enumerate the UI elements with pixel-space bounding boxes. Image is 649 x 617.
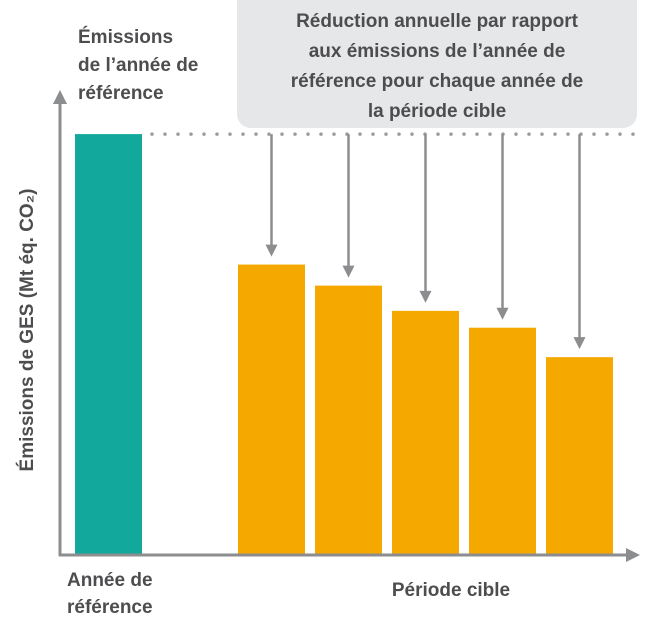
bar xyxy=(469,327,536,555)
bar xyxy=(75,134,142,555)
bar xyxy=(315,285,382,555)
reference-label: référence xyxy=(78,83,164,104)
callout-box xyxy=(237,0,637,128)
callout-text: aux émissions de l’année de xyxy=(309,41,566,62)
callout-text: Réduction annuelle par rapport xyxy=(296,11,579,32)
arrow-head xyxy=(573,337,586,350)
arrow-head xyxy=(342,265,355,278)
group-label: référence xyxy=(67,597,153,617)
reference-label: de l’année de xyxy=(78,55,198,76)
bar xyxy=(238,264,305,555)
arrow-head xyxy=(265,244,278,257)
y-axis-arrow xyxy=(53,90,67,104)
bar xyxy=(546,357,613,555)
x-axis-arrow xyxy=(626,548,640,562)
y-axis-label: Émissions de GES (Mt éq. CO₂) xyxy=(16,189,38,472)
callout-text: la période cible xyxy=(368,101,506,122)
arrow-head xyxy=(419,290,432,303)
arrow-head xyxy=(496,307,509,320)
callout-text: référence pour chaque année de xyxy=(291,71,584,92)
group-label: Période cible xyxy=(392,580,510,601)
reference-label: Émissions xyxy=(78,26,173,48)
bar xyxy=(392,310,459,555)
group-label: Année de xyxy=(67,570,153,591)
